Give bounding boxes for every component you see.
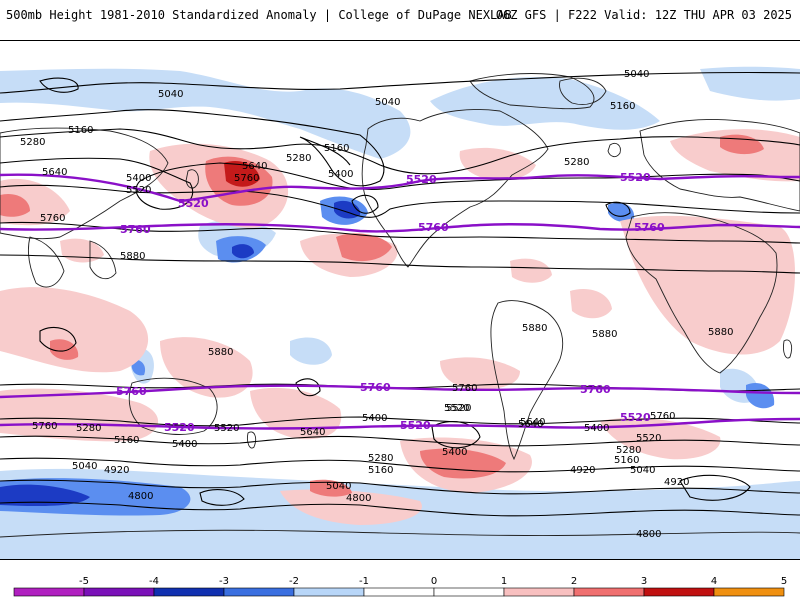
contour-label: 5520 — [214, 423, 239, 434]
contour-label: 5640 — [520, 417, 545, 428]
contour-label: 5520 — [126, 185, 151, 196]
reference-label: 5760 — [360, 381, 391, 394]
contour-labels: 5040 5040 5040 5160 5160 5160 5280 5280 … — [20, 69, 733, 540]
contour-label: 5040 — [326, 481, 351, 492]
reference-label: 5520 — [406, 173, 437, 186]
contour-label: 5880 — [208, 347, 233, 358]
reference-label: 5520 — [620, 171, 651, 184]
reference-label: 5520 — [400, 419, 431, 432]
contour-label: 5880 — [708, 327, 733, 338]
contour-label: 5400 — [362, 413, 387, 424]
colorbar-tick-label: 4 — [711, 576, 717, 587]
reference-label: 5760 — [634, 221, 665, 234]
contour-label: 5040 — [158, 89, 183, 100]
contour-label: 5760 — [650, 411, 675, 422]
colorbar-tick-label: 0 — [431, 576, 437, 587]
colorbar-swatch — [223, 587, 295, 597]
colorbar-swatch — [83, 587, 155, 597]
contour-label: 5640 — [300, 427, 325, 438]
colorbar-tick-label: 5 — [781, 576, 787, 587]
contour-label: 5280 — [20, 137, 45, 148]
contour-label: 5280 — [368, 453, 393, 464]
contour-label: 5520 — [446, 403, 471, 414]
contour-label: 5760 — [452, 383, 477, 394]
colorbar-tick-label: -4 — [149, 576, 159, 587]
contour-label: 4800 — [128, 491, 153, 502]
contour-label: 5280 — [76, 423, 101, 434]
reference-label: 5760 — [418, 221, 449, 234]
reference-contours — [0, 173, 800, 430]
contour-label: 5640 — [518, 419, 543, 430]
colorbar-tick-label: -1 — [359, 576, 369, 587]
anomaly-shading — [0, 66, 800, 559]
contour-label: 5400 — [328, 169, 353, 180]
contour-label: 5760 — [32, 421, 57, 432]
contour-label: 4920 — [664, 477, 689, 488]
contour-label: 5160 — [368, 465, 393, 476]
contour-label: 5760 — [40, 213, 65, 224]
colorbar-swatch — [643, 587, 715, 597]
colorbar-swatches — [13, 587, 785, 597]
contour-label: 5640 — [42, 167, 67, 178]
reference-label: 5520 — [620, 411, 651, 424]
colorbar-swatch — [573, 587, 645, 597]
contour-label: 5880 — [120, 251, 145, 262]
reference-label: 5760 — [580, 383, 611, 396]
colorbar-swatch — [153, 587, 225, 597]
contour-label: 5280 — [564, 157, 589, 168]
contour-label: 5400 — [126, 173, 151, 184]
colorbar-tick-label: 2 — [571, 576, 577, 587]
reference-label: 5520 — [164, 421, 195, 434]
reference-label: 5760 — [116, 385, 147, 398]
contour-label: 5040 — [72, 461, 97, 472]
colorbar-legend: -5 -4 -3 -2 -1 0 1 2 3 4 5 — [0, 570, 800, 600]
colorbar-tick-label: -2 — [289, 576, 299, 587]
colorbar-swatch — [293, 587, 365, 597]
colorbar-swatch — [713, 587, 785, 597]
colorbar-tick-label: -5 — [79, 576, 89, 587]
contour-label: 4920 — [570, 465, 595, 476]
colorbar-ticks: -5 -4 -3 -2 -1 0 1 2 3 4 5 — [79, 576, 787, 587]
anomaly-map: 5040 5040 5040 5160 5160 5160 5280 5280 … — [0, 40, 800, 560]
contour-label: 5040 — [375, 97, 400, 108]
contour-label: 4800 — [636, 529, 661, 540]
colorbar-swatch — [503, 587, 575, 597]
contour-label: 4800 — [346, 493, 371, 504]
coastlines — [0, 73, 800, 538]
reference-label: 5520 — [178, 197, 209, 210]
contour-label: 5520 — [444, 403, 469, 414]
reference-label: 5760 — [120, 223, 151, 236]
contour-label: 5160 — [114, 435, 139, 446]
colorbar-tick-label: 1 — [501, 576, 507, 587]
contour-label: 5160 — [614, 455, 639, 466]
contour-label: 4920 — [104, 465, 129, 476]
contour-label: 5400 — [172, 439, 197, 450]
contour-label: 5640 — [242, 161, 267, 172]
contour-label: 5160 — [610, 101, 635, 112]
colorbar-swatch — [13, 587, 85, 597]
contour-label: 5280 — [286, 153, 311, 164]
contour-label: 5520 — [636, 433, 661, 444]
colorbar-tick-label: 3 — [641, 576, 647, 587]
contour-label: 5880 — [522, 323, 547, 334]
colorbar-tick-label: -3 — [219, 576, 229, 587]
contour-label: 5040 — [630, 465, 655, 476]
contour-label: 5760 — [234, 173, 259, 184]
contour-label: 5040 — [624, 69, 649, 80]
colorbar-swatch — [363, 587, 435, 597]
contour-label: 5160 — [68, 125, 93, 136]
contour-label: 5400 — [584, 423, 609, 434]
contour-label: 5280 — [616, 445, 641, 456]
map-title: 500mb Height 1981-2010 Standardized Anom… — [6, 8, 512, 22]
contour-label: 5400 — [442, 447, 467, 458]
colorbar-swatch — [433, 587, 505, 597]
contour-label: 5880 — [592, 329, 617, 340]
contour-label: 5160 — [324, 143, 349, 154]
model-run-info: 06Z GFS | F222 Valid: 12Z THU APR 03 202… — [495, 8, 792, 22]
